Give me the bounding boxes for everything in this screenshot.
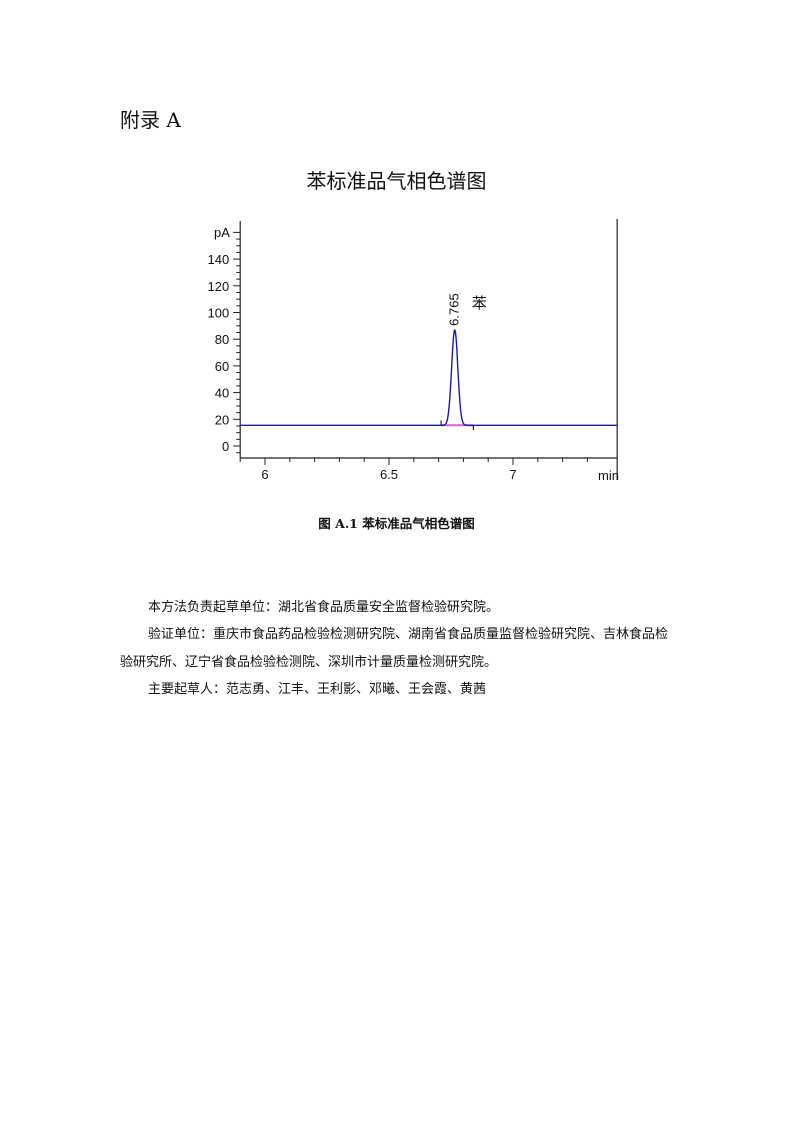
y-tick-label: 100 bbox=[207, 306, 229, 321]
peak-rt-label: 6.765 bbox=[447, 293, 462, 326]
x-axis-label: min bbox=[598, 468, 619, 483]
x-tick-label: 6.5 bbox=[380, 467, 398, 482]
y-tick-label: 0 bbox=[222, 439, 229, 454]
y-tick-label: 80 bbox=[215, 332, 229, 347]
appendix-heading: 附录 A bbox=[120, 108, 181, 132]
x-tick-label: 6 bbox=[261, 467, 268, 482]
y-tick-label: 140 bbox=[207, 252, 229, 267]
chromatogram-trace bbox=[240, 329, 618, 426]
figure-title: 苯标准品气相色谱图 bbox=[306, 169, 487, 193]
y-tick-label: 60 bbox=[215, 359, 229, 374]
x-tick-label: 7 bbox=[509, 467, 516, 482]
y-tick-label: 20 bbox=[215, 412, 229, 427]
y-tick-label: 40 bbox=[215, 386, 229, 401]
drafting-unit-paragraph: 本方法负责起草单位：湖北省食品质量安全监督检验研究院。 bbox=[148, 600, 500, 615]
figure-caption: 图 A.1 苯标准品气相色谱图 bbox=[318, 516, 475, 531]
peak-compound-label: 苯 bbox=[472, 295, 487, 312]
drafters-paragraph: 主要起草人：范志勇、江丰、王利影、邓曦、王会霞、黄茜 bbox=[148, 682, 487, 697]
y-tick-label: 120 bbox=[207, 279, 229, 294]
verification-unit-paragraph: 验证单位：重庆市食品药品检验检测研究院、湖南省食品质量监督检验研究院、吉林食品检… bbox=[120, 627, 669, 670]
y-axis-label: pA bbox=[214, 225, 230, 240]
